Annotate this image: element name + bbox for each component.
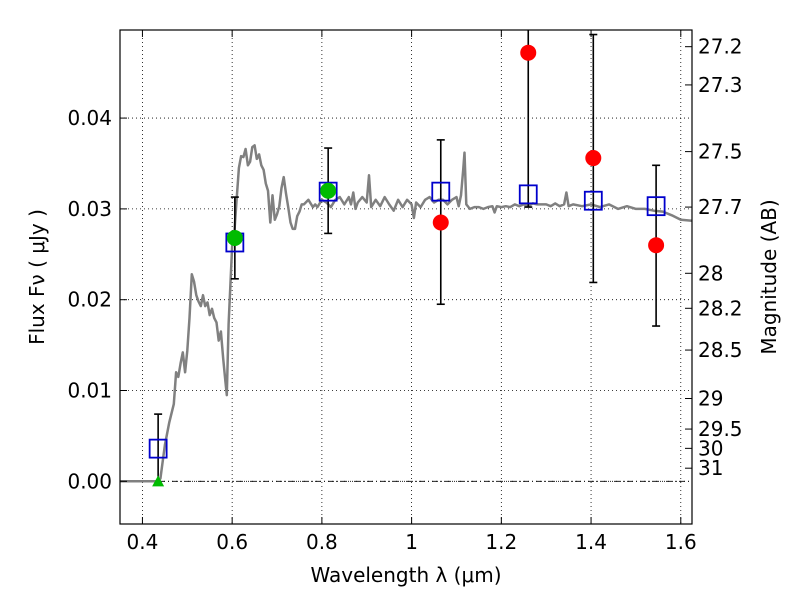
observed-marker	[648, 237, 665, 254]
x-tick-label: 0.6	[216, 530, 248, 554]
magnitude-tick-label: 28	[698, 261, 723, 285]
y-tick-label: 0.02	[67, 288, 112, 312]
model-spectrum-line	[120, 144, 693, 483]
magnitude-tick-label: 28.5	[698, 338, 743, 362]
observed-marker	[520, 44, 537, 61]
non-detection-marker	[152, 475, 165, 487]
magnitude-axis-title: Magnitude (AB)	[757, 199, 781, 354]
magnitude-tick-label: 31	[698, 456, 723, 480]
x-tick-label: 0.8	[306, 530, 338, 554]
model-photometry-marker	[148, 438, 168, 459]
model-photometry-marker	[646, 196, 666, 217]
y-tick-label: 0.01	[67, 379, 112, 403]
grid	[120, 30, 692, 524]
model-photometry-marker	[318, 181, 338, 202]
plot-frame	[119, 29, 693, 525]
magnitude-tick-label: 30	[698, 436, 723, 460]
detection-marker	[226, 229, 243, 246]
magnitude-tick-label: 27.7	[698, 195, 743, 219]
data-marks	[120, 30, 693, 487]
observed-marker	[585, 150, 602, 167]
x-axis-title: Wavelength λ (μm)	[310, 563, 501, 587]
model-photometry-marker	[431, 181, 451, 202]
magnitude-tick-label: 29	[698, 387, 723, 411]
y-axis-title: Flux Fν ( μJy )	[25, 209, 49, 345]
x-tick-label: 0.4	[127, 530, 159, 554]
observed-marker	[432, 214, 449, 231]
model-photometry-marker	[518, 184, 538, 205]
y-tick-label: 0.04	[67, 106, 112, 130]
axis-ticks: 0.4 0.6 0.8 1 1.2 1.4 1.6 0.00 0.01 0.02 0.03 0.04 2…	[67, 30, 743, 554]
magnitude-tick-label: 28.2	[698, 296, 743, 320]
magnitude-tick-label: 27.2	[698, 35, 743, 59]
model-photometry-marker	[583, 190, 603, 211]
magnitude-tick-label: 27.5	[698, 140, 743, 164]
detection-marker	[320, 182, 337, 199]
x-tick-label: 1.4	[575, 530, 607, 554]
x-tick-label: 1	[405, 530, 418, 554]
x-tick-label: 1.2	[485, 530, 517, 554]
magnitude-tick-label: 29.5	[698, 417, 743, 441]
y-tick-label: 0.00	[67, 469, 112, 493]
x-tick-label: 1.6	[665, 530, 697, 554]
magnitude-tick-label: 27.3	[698, 73, 743, 97]
y-tick-label: 0.03	[67, 197, 112, 221]
